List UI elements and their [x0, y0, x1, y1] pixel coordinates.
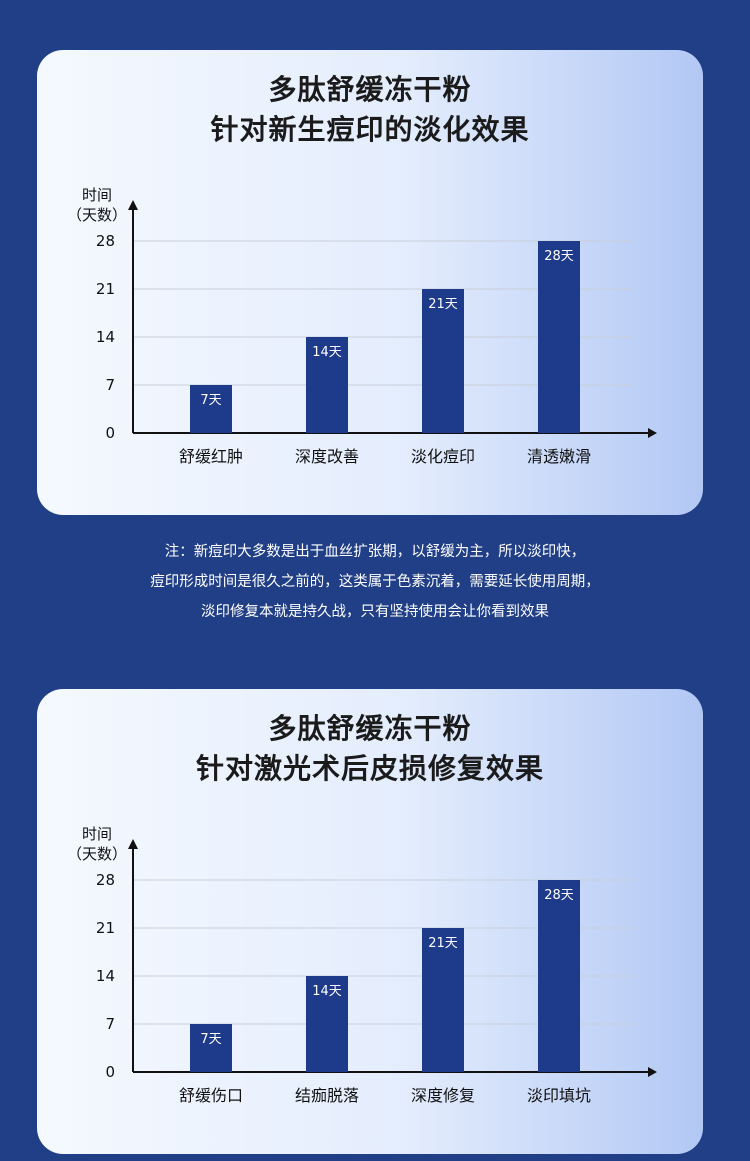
y-axis-arrow	[128, 200, 138, 210]
bar	[538, 241, 580, 433]
y-axis-label-unit: （天数）	[67, 206, 127, 224]
bar-data-label: 7天	[200, 393, 221, 408]
x-category-label: 深度改善	[295, 447, 359, 466]
y-axis-label-unit: （天数）	[67, 845, 127, 863]
x-category-label: 淡印填坑	[527, 1086, 591, 1105]
bar	[190, 385, 232, 433]
footnote-line-2: 痘印形成时间是很久之前的，这类属于色素沉着，需要延长使用周期，	[150, 574, 600, 590]
chart-title-line2: 针对激光术后皮损修复效果	[195, 752, 544, 785]
y-tick-label: 28	[96, 871, 115, 889]
chart-card-2: 多肽舒缓冻干粉 针对激光术后皮损修复效果 时间 （天数） 0 7 14 21 28 7天舒缓伤…	[37, 689, 703, 1154]
footnote: 注：新痘印大多数是出于血丝扩张期，以舒缓为主，所以淡印快， 痘印形成时间是很久之…	[0, 537, 750, 627]
footnote-line-1: 注：新痘印大多数是出于血丝扩张期，以舒缓为主，所以淡印快，	[164, 544, 586, 560]
x-category-label: 深度修复	[411, 1086, 475, 1105]
y-tick-label: 14	[96, 328, 115, 346]
y-tick-label: 28	[96, 232, 115, 250]
x-category-label: 舒缓红肿	[179, 447, 243, 466]
x-axis-arrow	[648, 1067, 657, 1077]
bar	[306, 337, 348, 433]
x-axis-arrow	[648, 428, 657, 438]
y-tick-label: 0	[105, 424, 115, 442]
bar	[422, 289, 464, 433]
bar-data-label: 28天	[544, 888, 574, 903]
y-tick-label: 14	[96, 967, 115, 985]
y-tick-label: 21	[96, 919, 115, 937]
y-axis-label: 时间	[82, 186, 112, 204]
bar	[190, 1024, 232, 1072]
y-axis-label: 时间	[82, 825, 112, 843]
bar-data-label: 21天	[428, 297, 458, 312]
bar	[306, 976, 348, 1072]
bar-data-label: 14天	[312, 345, 342, 360]
bar-data-label: 14天	[312, 984, 342, 999]
x-category-label: 淡化痘印	[411, 447, 475, 466]
bar-data-label: 28天	[544, 249, 574, 264]
bar-data-label: 21天	[428, 936, 458, 951]
chart-title-line1: 多肽舒缓冻干粉	[268, 73, 472, 106]
y-tick-label: 7	[105, 376, 115, 394]
bar	[538, 880, 580, 1072]
footnote-line-3: 淡印修复本就是持久战，只有坚持使用会让你看到效果	[201, 604, 549, 620]
bar	[422, 928, 464, 1072]
chart-card-1: 多肽舒缓冻干粉 针对新生痘印的淡化效果 时间 （天数） 0 7 14 21 28 7天舒缓红肿…	[37, 50, 703, 515]
y-tick-label: 7	[105, 1015, 115, 1033]
chart-title-line1: 多肽舒缓冻干粉	[268, 712, 472, 745]
chart-title-line2: 针对新生痘印的淡化效果	[210, 113, 530, 146]
y-tick-label: 21	[96, 280, 115, 298]
bar-data-label: 7天	[200, 1032, 221, 1047]
x-category-label: 清透嫩滑	[527, 447, 591, 466]
x-category-label: 舒缓伤口	[179, 1086, 243, 1105]
y-axis-arrow	[128, 839, 138, 849]
y-tick-label: 0	[105, 1063, 115, 1081]
x-category-label: 结痂脱落	[295, 1086, 359, 1105]
